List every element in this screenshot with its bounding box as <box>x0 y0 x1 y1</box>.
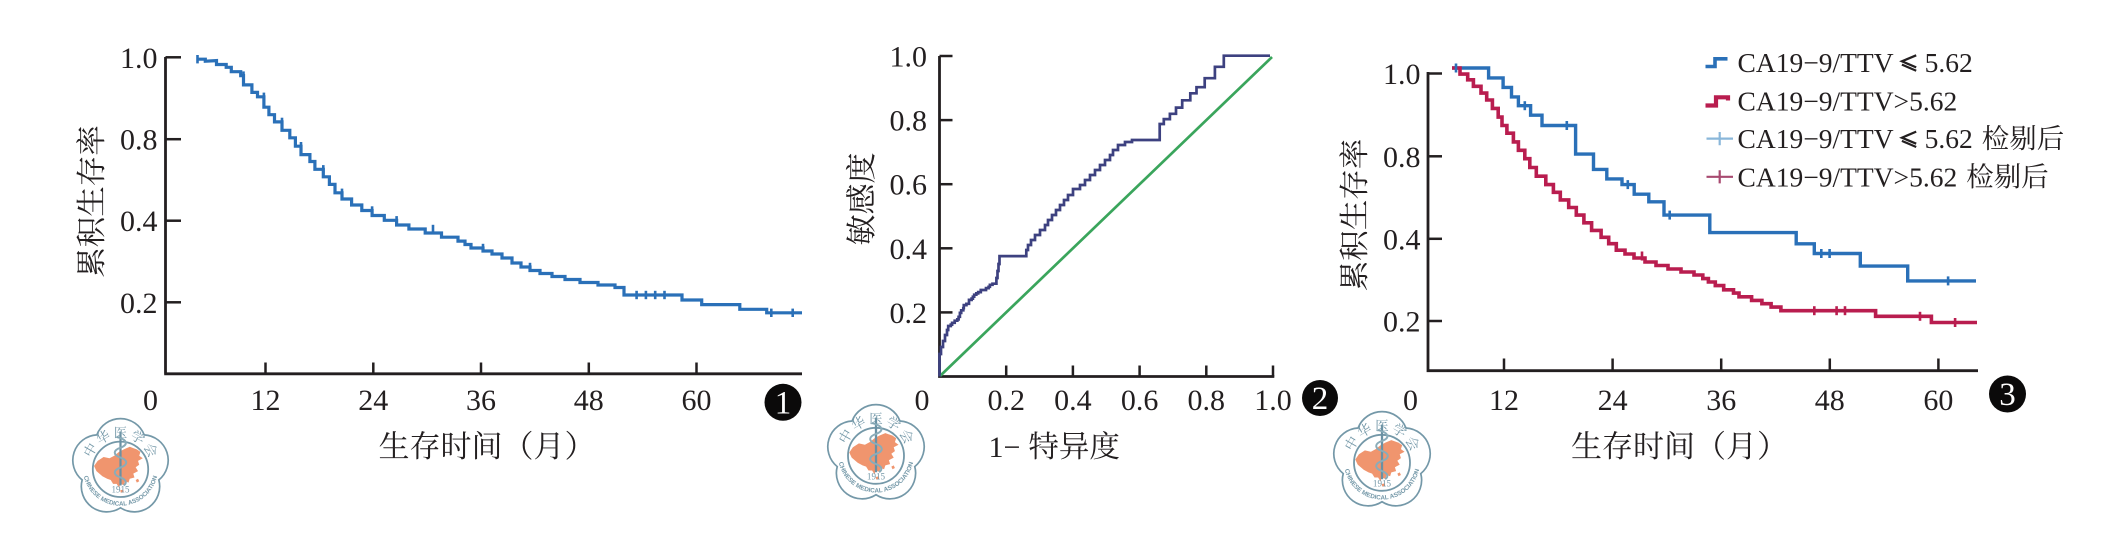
svg-text:0.2: 0.2 <box>1383 306 1421 339</box>
svg-text:0.2: 0.2 <box>987 384 1025 417</box>
svg-text:0: 0 <box>915 384 930 417</box>
svg-text:1915: 1915 <box>1373 479 1392 489</box>
svg-text:0.2: 0.2 <box>120 287 158 320</box>
svg-text:0.2: 0.2 <box>890 297 928 330</box>
svg-text:1.0: 1.0 <box>120 42 158 75</box>
svg-text:0: 0 <box>1403 384 1418 417</box>
svg-text:24: 24 <box>1598 384 1628 417</box>
svg-text:5.62: 5.62 <box>1925 47 1973 78</box>
svg-text:0.8: 0.8 <box>890 105 928 138</box>
svg-text:60: 60 <box>1923 384 1953 417</box>
svg-text:CA19−9/TTV: CA19−9/TTV <box>1738 47 1894 78</box>
svg-text:1.0: 1.0 <box>890 41 928 74</box>
svg-text:CA19−9/TTV>5.62: CA19−9/TTV>5.62 <box>1738 161 1958 192</box>
svg-text:12: 12 <box>251 384 281 417</box>
svg-text:36: 36 <box>1706 384 1736 417</box>
svg-text:0.4: 0.4 <box>1383 223 1421 256</box>
svg-text:12: 12 <box>1489 384 1519 417</box>
svg-text:1−: 1− <box>989 431 1021 464</box>
svg-text:0.8: 0.8 <box>1188 384 1226 417</box>
svg-text:CA19−9/TTV: CA19−9/TTV <box>1738 123 1894 154</box>
svg-text:0.4: 0.4 <box>120 205 158 238</box>
svg-text:60: 60 <box>682 384 712 417</box>
svg-text:1.0: 1.0 <box>1383 58 1421 91</box>
svg-text:1915: 1915 <box>867 472 886 482</box>
svg-text:1915: 1915 <box>112 485 131 495</box>
svg-text:24: 24 <box>358 384 388 417</box>
svg-text:36: 36 <box>466 384 496 417</box>
svg-text:0.8: 0.8 <box>1383 141 1421 174</box>
svg-text:1.0: 1.0 <box>1254 384 1292 417</box>
svg-text:48: 48 <box>574 384 604 417</box>
svg-text:48: 48 <box>1815 384 1845 417</box>
svg-text:1: 1 <box>775 386 792 422</box>
svg-text:2: 2 <box>1312 381 1329 417</box>
svg-text:0.6: 0.6 <box>890 169 928 202</box>
svg-text:0.4: 0.4 <box>1054 384 1092 417</box>
svg-text:CA19−9/TTV>5.62: CA19−9/TTV>5.62 <box>1738 86 1958 117</box>
svg-text:0.8: 0.8 <box>120 124 158 157</box>
svg-text:5.62: 5.62 <box>1925 123 1973 154</box>
svg-text:0.6: 0.6 <box>1121 384 1159 417</box>
svg-text:0: 0 <box>143 384 158 417</box>
svg-text:0.4: 0.4 <box>890 233 928 266</box>
svg-text:3: 3 <box>1999 377 2016 413</box>
